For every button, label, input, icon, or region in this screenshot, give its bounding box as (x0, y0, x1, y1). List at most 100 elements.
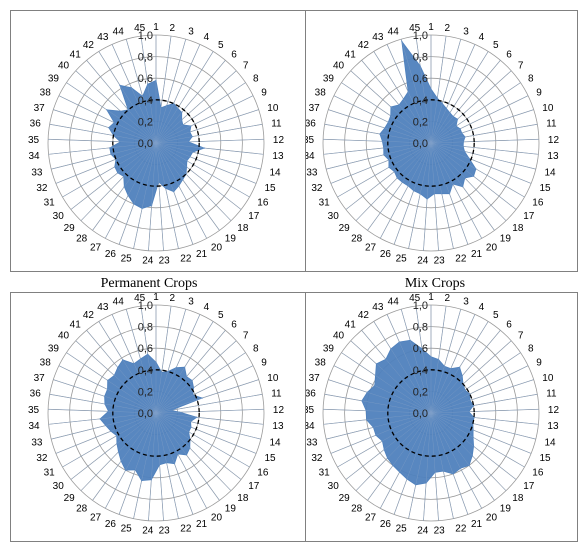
grid-spoke-overlay (155, 321, 214, 414)
grid-spoke-overlay (415, 36, 432, 144)
category-label: 31 (44, 198, 56, 209)
grid-spoke-overlay (328, 379, 432, 414)
category-label: 40 (333, 331, 345, 342)
category-label: 6 (506, 49, 512, 60)
category-label: 10 (542, 103, 554, 114)
grid-spoke-overlay (430, 314, 476, 414)
r-tick-label: 1,0 (413, 300, 428, 312)
grid-spoke-overlay (75, 340, 157, 414)
grid-spoke-overlay (155, 412, 250, 468)
category-label: 18 (237, 493, 249, 504)
grid-spoke-overlay (430, 412, 469, 515)
category-label: 22 (455, 253, 467, 264)
grid-spoke-overlay (345, 412, 432, 480)
category-label: 33 (306, 167, 318, 178)
category-label: 32 (311, 183, 323, 194)
category-label: 43 (372, 302, 384, 313)
grid-spoke-overlay (58, 95, 157, 144)
category-label: 7 (243, 331, 249, 342)
grid-spoke-overlay (118, 412, 157, 515)
category-label: 20 (486, 242, 498, 253)
grid-spoke-overlay (323, 412, 432, 425)
grid-spoke-overlay (105, 412, 157, 509)
category-label: 33 (31, 167, 43, 178)
category-label: 4 (204, 302, 210, 313)
grid-spoke-overlay (148, 142, 157, 251)
category-label: 9 (536, 358, 542, 369)
grid-spoke-overlay (355, 412, 432, 491)
grid-spoke-overlay (155, 412, 194, 515)
grid-spoke-overlay (373, 321, 432, 414)
category-label: 20 (211, 512, 223, 523)
grid-spoke-overlay (155, 39, 186, 144)
grid-spoke-overlay (140, 306, 157, 414)
grid-spoke-overlay (430, 44, 476, 144)
grid-spoke-overlay (80, 412, 157, 491)
category-label: 42 (83, 40, 95, 51)
grid-spoke-overlay (155, 330, 226, 414)
r-tick-label: 0,0 (138, 408, 153, 420)
r-tick-label: 0,4 (138, 95, 153, 107)
category-label: 3 (463, 297, 469, 308)
category-label: 36 (30, 389, 42, 400)
category-label: 11 (271, 389, 282, 400)
r-tick-label: 0,6 (138, 343, 153, 355)
category-label: 3 (188, 297, 194, 308)
category-label: 8 (253, 344, 259, 355)
grid-spoke-overlay (323, 409, 432, 414)
category-label: 44 (113, 297, 125, 308)
category-label: 6 (231, 49, 237, 60)
category-label: 44 (388, 27, 400, 38)
grid-spoke-overlay (126, 309, 157, 414)
grid-spoke-overlay (323, 142, 432, 155)
grid-spoke-overlay (345, 142, 432, 210)
category-label: 12 (273, 135, 285, 146)
category-label: 33 (306, 437, 318, 448)
grid-spoke-overlay (133, 412, 157, 519)
category-label: 8 (528, 74, 534, 85)
grid-spoke-overlay (430, 412, 539, 425)
category-label: 19 (225, 234, 237, 245)
r-tick-label: 0,6 (413, 343, 428, 355)
category-label: 15 (540, 453, 552, 464)
grid-spoke-overlay (92, 412, 157, 501)
category-label: 27 (90, 242, 102, 253)
grid-spoke-overlay (430, 142, 507, 221)
category-label: 3 (188, 27, 194, 38)
grid-spoke-overlay (66, 352, 157, 414)
category-label: 8 (253, 74, 259, 85)
category-label: 10 (267, 103, 279, 114)
grid-spoke-overlay (98, 51, 157, 144)
chart-panel-1: 0,0 0,2 0,4 0,6 0,8 1,0 1 2 3 4 5 6 7 8 9 10 11 12 13 14 15 1… (10, 10, 306, 272)
grid-spoke-overlay (155, 352, 246, 414)
category-label: 31 (319, 468, 331, 479)
grid-spoke-overlay (155, 124, 263, 144)
category-label: 40 (58, 331, 70, 342)
grid-spoke-overlay (62, 142, 157, 198)
grid-spoke-overlay (430, 142, 536, 170)
category-label: 30 (53, 211, 65, 222)
grid-spoke-overlay (48, 139, 157, 144)
grid-spoke-overlay (430, 142, 539, 155)
category-label: 21 (471, 519, 483, 530)
category-label: 16 (257, 468, 269, 479)
category-label: 35 (28, 135, 40, 146)
category-label: 38 (315, 358, 327, 369)
r-tick-label: 0,8 (138, 322, 153, 334)
category-label: 26 (380, 249, 392, 260)
grid-spoke-overlay (337, 412, 432, 468)
grid-spoke-overlay (430, 142, 495, 231)
category-label: 30 (53, 481, 65, 492)
grid-spoke-overlay (367, 412, 432, 501)
grid-spoke-overlay (155, 95, 254, 144)
category-label: 4 (204, 32, 210, 43)
category-label: 39 (323, 344, 335, 355)
grid-spoke-overlay (430, 412, 495, 501)
category-label: 4 (479, 32, 485, 43)
grid-spoke-overlay (430, 306, 447, 414)
category-label: 36 (306, 119, 316, 130)
grid-spoke-overlay (430, 412, 517, 480)
grid-spoke-overlay (401, 309, 432, 414)
category-label: 42 (83, 310, 95, 321)
grid-spoke-overlay (155, 142, 207, 239)
